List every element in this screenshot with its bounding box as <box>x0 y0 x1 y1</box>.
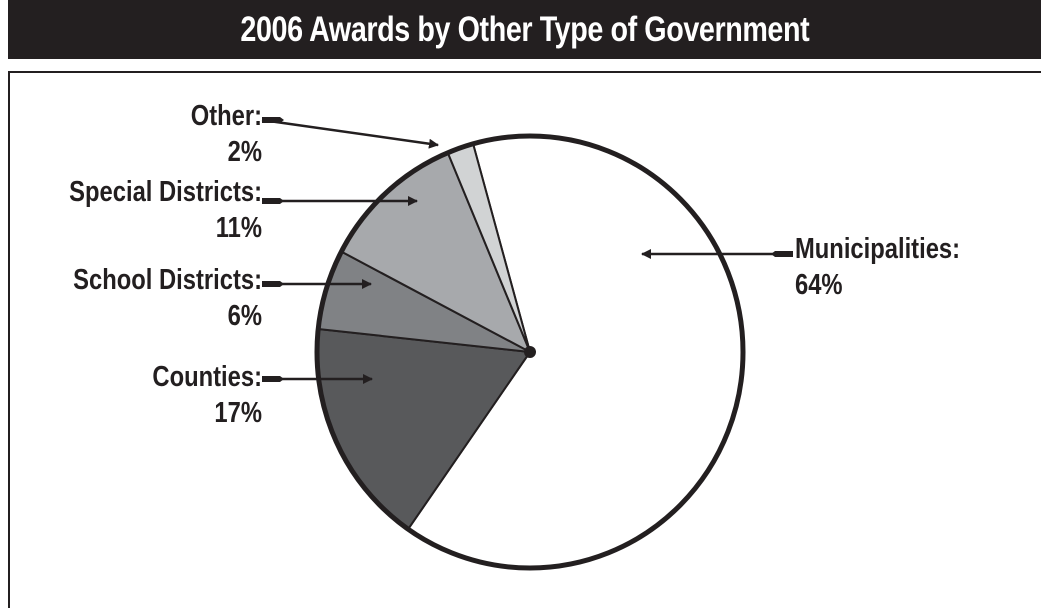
slice-label-counties: Counties: <box>152 360 262 393</box>
arrow-tail-school-districts <box>262 281 284 287</box>
slice-label-municipalities: Municipalities: <box>795 232 960 265</box>
slice-percent-other: 2% <box>228 135 262 168</box>
slice-label-other: Other: <box>191 99 262 132</box>
slice-label-special-districts: Special Districts: <box>69 175 262 208</box>
arrow-tail-special-districts <box>262 198 284 204</box>
pie-center-dot <box>524 346 536 358</box>
slice-percent-school-districts: 6% <box>228 299 262 332</box>
slice-percent-special-districts: 11% <box>216 211 262 244</box>
chart-frame <box>8 71 1041 608</box>
chart-title-bar: 2006 Awards by Other Type of Government <box>8 0 1041 59</box>
arrow-tail-counties <box>262 376 284 382</box>
arrow-tail-other <box>262 117 284 123</box>
pie-outline <box>314 133 746 571</box>
arrow-other <box>261 118 439 149</box>
slice-label-school-districts: School Districts: <box>73 263 262 296</box>
slice-percent-municipalities: 64% <box>795 268 843 301</box>
arrow-tail-municipalities <box>771 251 793 257</box>
slice-percent-counties: 17% <box>214 396 262 429</box>
chart-title: 2006 Awards by Other Type of Government <box>240 9 809 49</box>
